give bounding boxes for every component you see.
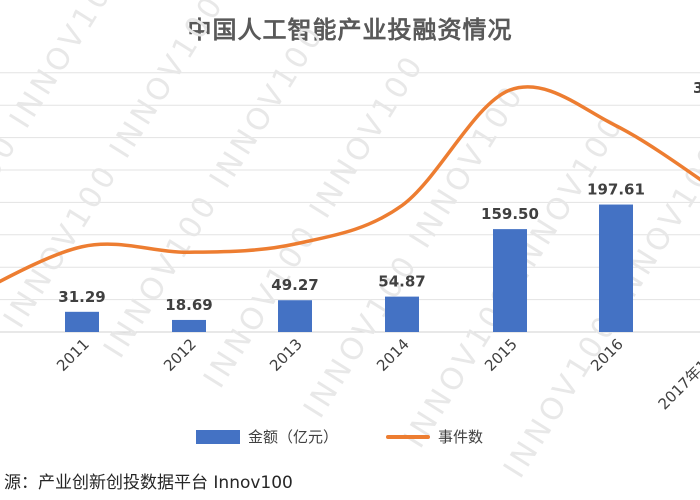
chart-title: 中国人工智能产业投融资情况 — [187, 16, 513, 44]
x-tick-label: 2012 — [160, 335, 200, 375]
legend-item-amount: 金额（亿元） — [196, 426, 338, 447]
x-tick-label: 2014 — [373, 335, 413, 375]
bar-2015 — [493, 229, 527, 332]
data-label-partial: 3 — [693, 79, 700, 97]
source-note: 源：产业创新创投数据平台 Innov100 — [4, 473, 293, 493]
bar-2016 — [599, 204, 633, 332]
data-label: 197.61 — [587, 181, 645, 199]
legend-item-count: 事件数 — [386, 426, 483, 447]
legend-label-count: 事件数 — [438, 428, 484, 446]
bar-2012 — [172, 319, 206, 332]
watermark-text: INNOV100 INNOV100 — [0, 0, 232, 334]
legend: 金额（亿元） 事件数 — [196, 426, 483, 447]
data-label: 49.27 — [271, 276, 318, 294]
series-line-events — [0, 85, 700, 284]
data-label: 31.29 — [58, 288, 105, 306]
bar-2013 — [278, 300, 312, 332]
bar-2011 — [65, 311, 99, 332]
data-label: 159.50 — [481, 205, 539, 223]
x-tick-label: 2013 — [266, 335, 306, 375]
x-tick-label: 2017年1-6月 — [655, 335, 700, 413]
legend-swatch-bar — [196, 429, 240, 444]
data-label: 54.87 — [378, 273, 425, 291]
bar-2014 — [385, 296, 419, 332]
data-label: 18.69 — [165, 296, 212, 314]
legend-swatch-line — [386, 434, 431, 439]
x-tick-label: 2011 — [53, 335, 93, 375]
legend-label-amount: 金额（亿元） — [248, 428, 339, 446]
